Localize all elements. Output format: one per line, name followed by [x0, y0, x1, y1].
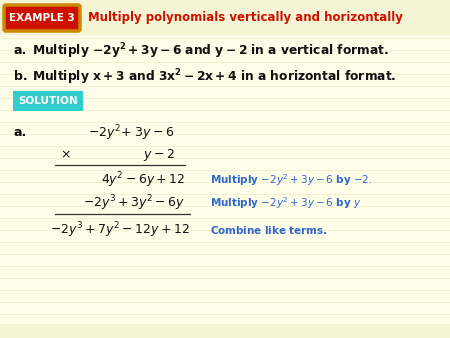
FancyBboxPatch shape: [13, 91, 83, 111]
FancyBboxPatch shape: [4, 5, 80, 31]
Text: a.: a.: [14, 45, 27, 57]
Text: Multiply $\mathbf{-2y^2 + 3y - 6}$ and $\mathbf{y - 2}$ in a vertical format.: Multiply $\mathbf{-2y^2 + 3y - 6}$ and $…: [32, 41, 389, 61]
Text: b.: b.: [14, 71, 27, 83]
Text: $\times$: $\times$: [60, 148, 71, 162]
Bar: [0, 0, 450, 35]
Text: $-2y^3 + 7y^2 -12y + 12$: $-2y^3 + 7y^2 -12y + 12$: [50, 220, 190, 240]
Text: SOLUTION: SOLUTION: [18, 96, 78, 106]
Text: Multiply $\mathbf{x + 3}$ and $\mathbf{3x^2 - 2x + 4}$ in a horizontal format.: Multiply $\mathbf{x + 3}$ and $\mathbf{3…: [32, 67, 396, 87]
Text: EXAMPLE 3: EXAMPLE 3: [9, 13, 75, 23]
Text: $\bf{Combine\ like\ terms.}$: $\bf{Combine\ like\ terms.}$: [210, 224, 328, 236]
Text: Multiply polynomials vertically and horizontally: Multiply polynomials vertically and hori…: [88, 11, 403, 24]
Text: $\bf{Multiply}$ $-2y^2 + 3y - 6$ $\bf{by}$ $-2$.: $\bf{Multiply}$ $-2y^2 + 3y - 6$ $\bf{by…: [210, 172, 373, 188]
Text: $-2y^3 + 3y^2 - 6y$: $-2y^3 + 3y^2 - 6y$: [83, 193, 185, 213]
Text: a.: a.: [14, 126, 27, 140]
Text: $4y^2 - 6y + 12$: $4y^2 - 6y + 12$: [100, 170, 185, 190]
Text: $-2y^2$+ $3y - 6$: $-2y^2$+ $3y - 6$: [88, 123, 175, 143]
Bar: [0, 324, 450, 338]
Text: $y - 2$: $y - 2$: [143, 147, 175, 163]
Text: $\bf{Multiply}$ $-2y^2 + 3y - 6$ $\bf{by}$ $y$: $\bf{Multiply}$ $-2y^2 + 3y - 6$ $\bf{by…: [210, 195, 361, 211]
